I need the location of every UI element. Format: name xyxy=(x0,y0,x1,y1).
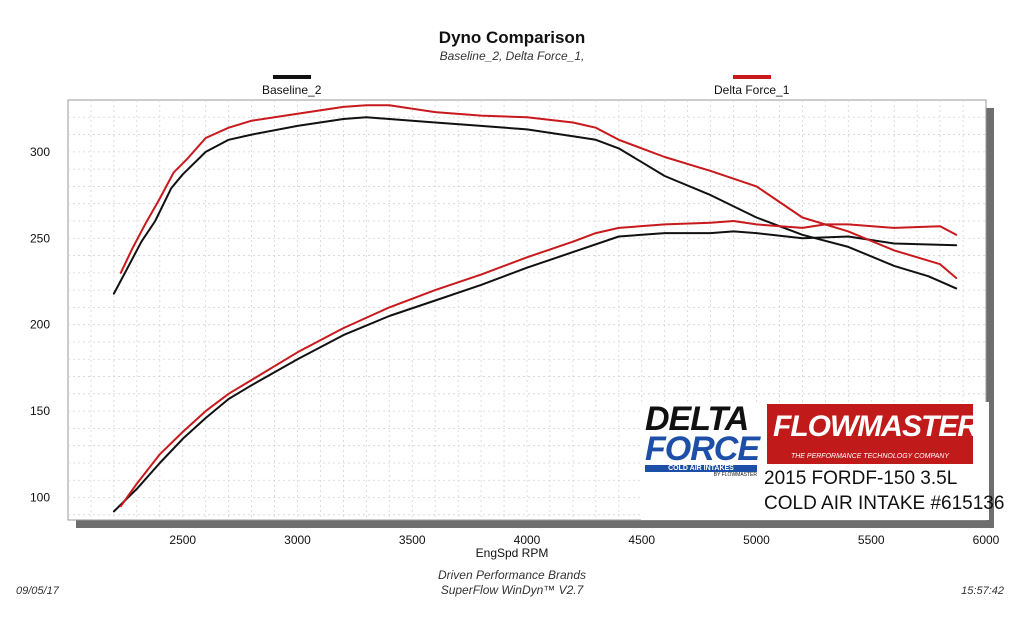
x-tick-label: 6000 xyxy=(973,533,1000,547)
flowmaster-logo-tagline: THE PERFORMANCE TECHNOLOGY COMPANY xyxy=(790,453,950,460)
chart-subtitle: Baseline_2, Delta Force_1, xyxy=(439,49,585,63)
series-line-delta-force-1-power xyxy=(119,220,958,508)
chart-title: Dyno Comparison xyxy=(438,28,586,47)
x-tick-label: 3500 xyxy=(399,533,426,547)
delta-force-logo-word1: DELTA xyxy=(645,400,749,438)
y-tick-label: 300 xyxy=(30,145,50,159)
delta-force-logo-byline: BY FLOWMASTER xyxy=(713,472,757,478)
legend-item-baseline: Baseline_2 xyxy=(262,75,321,97)
legend-label-baseline: Baseline_2 xyxy=(262,83,322,97)
x-tick-label: 5000 xyxy=(743,533,770,547)
y-tick-label: 200 xyxy=(30,318,50,332)
y-tick-label: 150 xyxy=(30,404,50,418)
vehicle-annotation: 2015 FORDF-150 3.5L xyxy=(764,468,958,489)
legend-item-delta-force: Delta Force_1 xyxy=(714,75,789,97)
footer-time: 15:57:42 xyxy=(961,585,1004,597)
x-tick-label: 3000 xyxy=(284,533,311,547)
y-tick-label: 250 xyxy=(30,231,50,245)
part-annotation: COLD AIR INTAKE #615136 xyxy=(764,493,1005,514)
x-tick-label: 2500 xyxy=(169,533,196,547)
flowmaster-logo-word: FLOWMASTER xyxy=(773,410,979,443)
series-line-delta-force-1-torque xyxy=(119,104,958,279)
legend-swatch-delta-force xyxy=(732,75,771,79)
legend-label-delta-force: Delta Force_1 xyxy=(714,83,790,97)
delta-force-logo-tagline: COLD AIR INTAKES xyxy=(645,465,757,472)
footer-date: 09/05/17 xyxy=(16,585,59,597)
y-tick-label: 100 xyxy=(30,491,50,505)
series-line-baseline-2-power xyxy=(112,230,958,513)
x-tick-label: 5500 xyxy=(858,533,885,547)
delta-force-logo: DELTA FORCE COLD AIR INTAKES BY FLOWMAST… xyxy=(645,400,763,478)
footer-company: Driven Performance Brands xyxy=(437,568,587,582)
x-tick-label: 4000 xyxy=(514,533,541,547)
legend-swatch-baseline xyxy=(272,75,311,79)
footer-software: SuperFlow WinDyn™ V2.7 xyxy=(440,583,584,597)
x-axis-label: EngSpd RPM xyxy=(475,546,549,560)
flowmaster-logo: FLOWMASTER THE PERFORMANCE TECHNOLOGY CO… xyxy=(767,404,979,464)
delta-force-logo-word2: FORCE xyxy=(645,430,760,468)
x-tick-label: 4500 xyxy=(628,533,655,547)
